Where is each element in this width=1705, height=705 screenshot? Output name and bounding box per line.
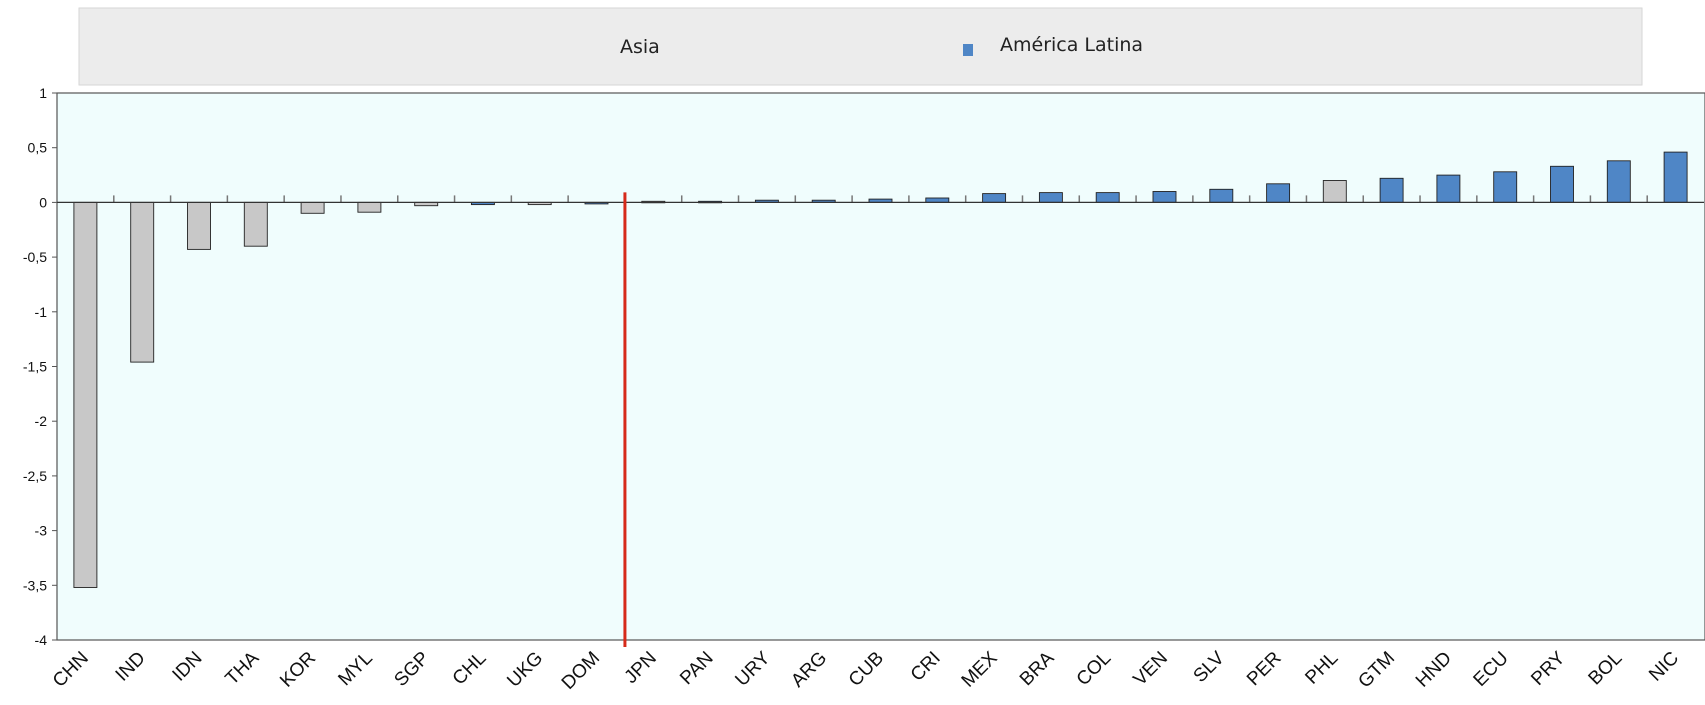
bar-myl [357, 201, 382, 213]
x-label-mex: MEX [958, 647, 1002, 691]
x-label-per: PER [1243, 648, 1285, 690]
x-label-sgp: SGP [390, 648, 433, 691]
x-axis-labels: CHN IND IDN THA KOR MYL SGP CHL UKG DOM JPN PAN URY A… [49, 647, 1683, 693]
bar-pry [1550, 165, 1574, 203]
x-label-myl: MYL [334, 648, 376, 690]
y-tick-label: 0,5 [28, 140, 48, 156]
y-tick-label: -3,5 [23, 577, 47, 593]
y-tick-label: -1,5 [23, 359, 47, 375]
bar-idn [187, 201, 211, 250]
bar-col [1095, 192, 1120, 203]
bar-cri [925, 197, 950, 203]
bar-kor [300, 201, 325, 214]
bar-tha [243, 201, 268, 247]
x-label-pry: PRY [1527, 647, 1569, 689]
x-label-nic: NIC [1645, 648, 1683, 686]
bar-phl [1322, 180, 1347, 203]
x-label-kor: KOR [276, 648, 320, 692]
x-label-hnd: HND [1412, 648, 1456, 692]
x-label-slv: SLV [1190, 647, 1229, 686]
x-label-idn: IDN [169, 648, 207, 686]
x-label-cub: CUB [845, 648, 888, 691]
bar-mex [982, 193, 1007, 203]
legend-swatch-america-latina [963, 44, 973, 56]
y-tick-label: -2 [35, 413, 48, 429]
bar-nic [1663, 151, 1688, 203]
bar-ven [1152, 191, 1177, 203]
bar-bol [1606, 160, 1631, 203]
x-label-col: COL [1073, 648, 1115, 690]
bar-bra [1038, 192, 1063, 203]
y-tick-label: -3 [35, 523, 48, 539]
y-tick-label: -1 [35, 304, 48, 320]
x-label-arg: ARG [787, 648, 831, 692]
legend-label-america-latina: América Latina [1000, 34, 1143, 56]
x-label-ind: IND [112, 648, 150, 686]
bar-gtm [1379, 177, 1404, 203]
x-label-bol: BOL [1585, 648, 1627, 690]
legend-box [78, 7, 1643, 86]
x-label-chn: CHN [49, 648, 93, 692]
bar-ecu [1493, 171, 1518, 203]
y-tick-label: -2,5 [23, 468, 47, 484]
x-label-cri: CRI [907, 648, 945, 686]
x-axis-ticks [113, 195, 1648, 203]
x-label-gtm: GTM [1354, 648, 1399, 693]
bars [73, 151, 1688, 588]
plot-area [56, 92, 1705, 641]
legend-label-asia: Asia [620, 36, 660, 58]
y-axis: 1 0,5 0 -0,5 -1 -1,5 -2 -2,5 -3 -3,5 -4 [23, 85, 57, 648]
y-tick-label: 1 [39, 85, 47, 101]
y-tick-label: 0 [39, 194, 47, 210]
x-label-ury: URY [731, 647, 774, 690]
x-label-phl: PHL [1301, 648, 1342, 689]
x-label-chl: CHL [449, 648, 491, 690]
x-label-ukg: UKG [503, 648, 547, 692]
x-label-ecu: ECU [1470, 648, 1513, 691]
bar-chn [73, 201, 98, 588]
x-label-bra: BRA [1016, 647, 1059, 690]
x-label-jpn: JPN [621, 648, 661, 688]
bar-ind [130, 201, 155, 363]
bar-hnd [1436, 174, 1461, 203]
x-label-tha: THA [222, 647, 264, 689]
x-label-pan: PAN [676, 648, 717, 689]
x-label-ven: VEN [1130, 648, 1172, 690]
bar-per [1266, 183, 1291, 203]
bar-slv [1209, 188, 1234, 203]
y-tick-label: -0,5 [23, 249, 47, 265]
x-label-dom: DOM [558, 648, 604, 694]
y-tick-label: -4 [35, 632, 48, 648]
